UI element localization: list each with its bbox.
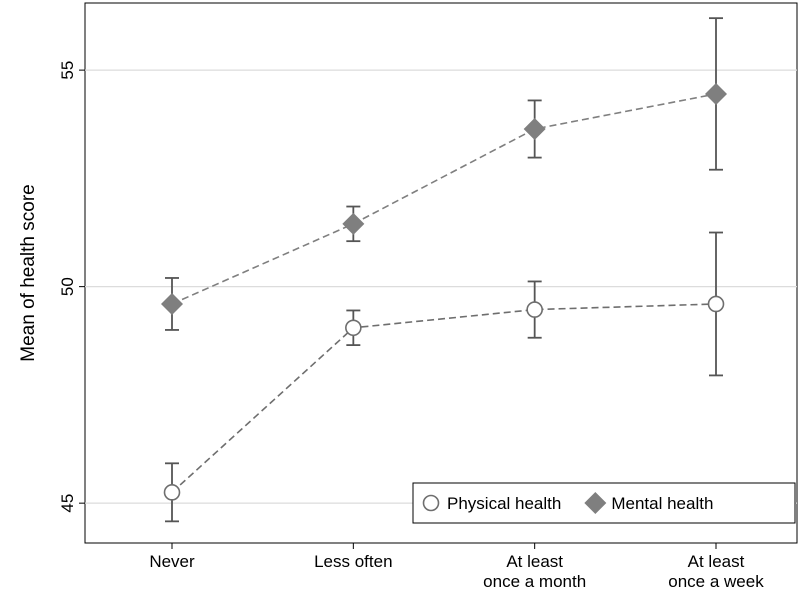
data-point: [707, 295, 725, 313]
data-point: [345, 319, 362, 337]
x-tick-label: Less often: [314, 552, 392, 571]
data-point: [342, 212, 365, 235]
legend-label: Mental health: [611, 494, 713, 513]
legend-marker: [422, 494, 440, 512]
data-point: [163, 484, 181, 501]
y-tick-label: 55: [58, 61, 77, 80]
legend-label: Physical health: [447, 494, 561, 513]
data-point: [523, 118, 546, 141]
series-line: [171, 93, 717, 305]
data-point: [705, 82, 727, 105]
y-tick-label: 50: [58, 277, 77, 296]
legend-box: [412, 482, 796, 524]
legend-marker: [584, 492, 607, 514]
y-tick-label: 45: [58, 494, 77, 513]
x-tick-label: At least once a week: [668, 552, 764, 591]
x-tick-label: Never: [149, 552, 195, 571]
x-tick-label: At least once a month: [483, 552, 586, 591]
data-point: [161, 292, 183, 315]
data-point: [526, 301, 543, 318]
series-line: [171, 303, 717, 493]
y-axis-label: Mean of health score: [18, 184, 39, 361]
plot-area: [84, 2, 798, 544]
